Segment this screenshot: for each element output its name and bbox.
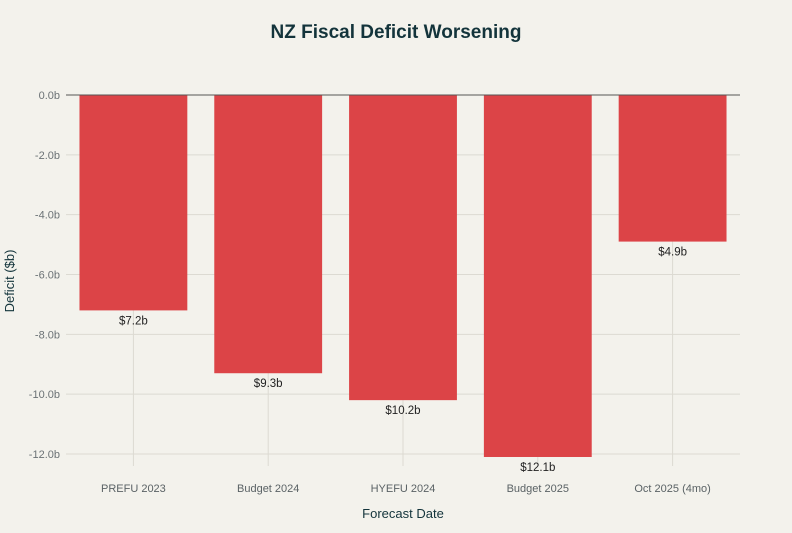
y-tick-label: -12.0b — [29, 449, 60, 461]
x-tick-label: HYEFU 2024 — [371, 483, 436, 495]
data-label: $12.1b — [520, 462, 555, 474]
bar — [618, 95, 727, 242]
data-label: $4.9b — [658, 247, 687, 259]
x-axis-title: Forecast Date — [362, 506, 444, 521]
y-tick-label: 0.0b — [39, 90, 60, 102]
bar — [214, 95, 323, 374]
y-tick-label: -10.0b — [29, 389, 60, 401]
bar — [349, 95, 457, 401]
chart-title: NZ Fiscal Deficit Worsening — [271, 22, 522, 43]
data-label: $7.2b — [119, 315, 148, 327]
x-tick-label: Oct 2025 (4mo) — [634, 483, 710, 495]
x-tick-label: PREFU 2023 — [101, 483, 166, 495]
y-tick-label: -2.0b — [35, 150, 60, 162]
x-tick-label: Budget 2024 — [237, 483, 299, 495]
bar — [79, 95, 188, 311]
y-tick-label: -4.0b — [35, 210, 60, 222]
bar — [483, 95, 592, 457]
data-label: $10.2b — [385, 405, 420, 417]
y-tick-label: -8.0b — [35, 329, 60, 341]
data-label: $9.3b — [254, 378, 283, 390]
x-tick-label: Budget 2025 — [507, 483, 569, 495]
y-axis-title: Deficit ($b) — [2, 250, 17, 313]
y-tick-label: -6.0b — [35, 270, 60, 282]
